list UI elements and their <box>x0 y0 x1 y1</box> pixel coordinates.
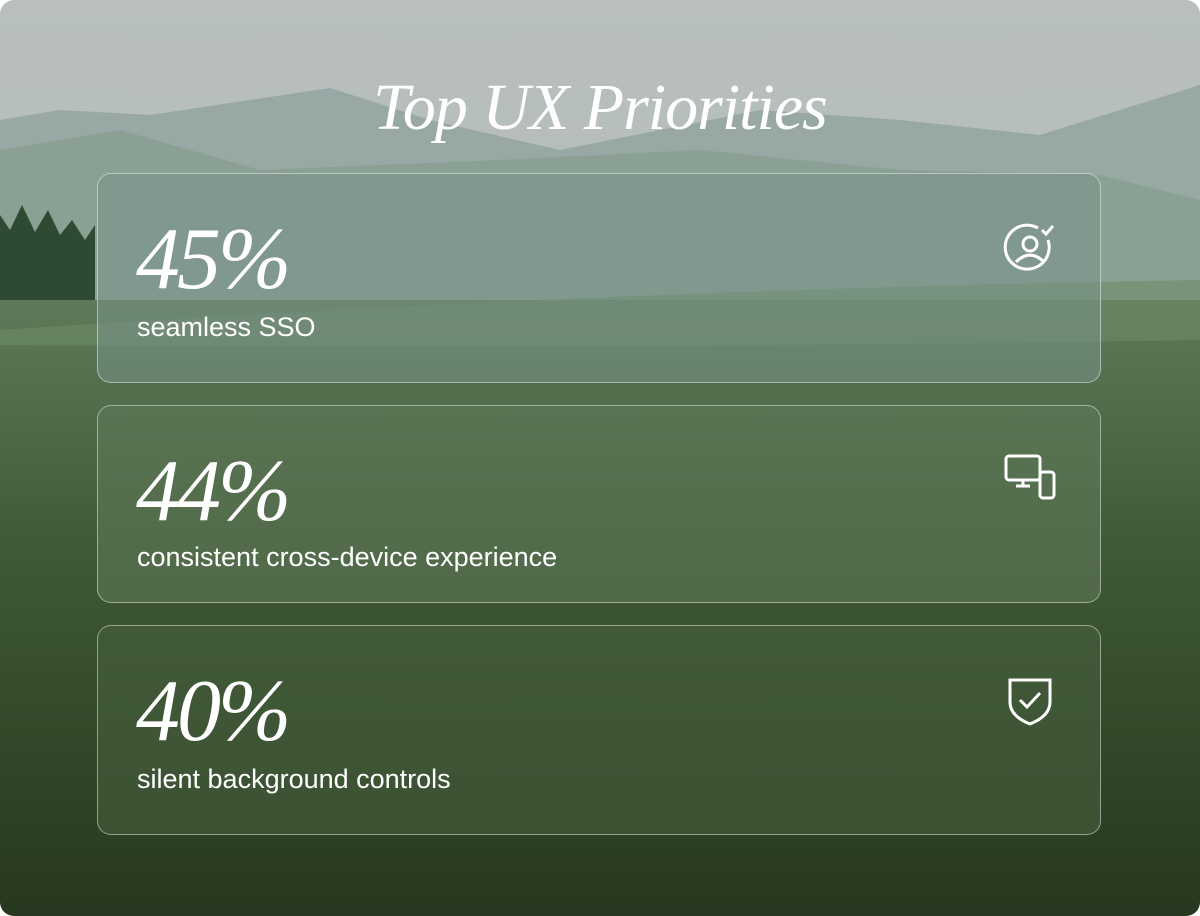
stat-card: 40% silent background controls <box>97 625 1101 835</box>
title: Top UX Priorities <box>373 71 828 144</box>
devices-icon <box>1004 454 1056 500</box>
shield-check-icon <box>1008 678 1052 726</box>
stat-value: 45% <box>136 211 291 308</box>
stat-label: consistent cross-device experience <box>137 542 558 572</box>
stat-label: silent background controls <box>137 764 451 794</box>
stat-card: 44% consistent cross-device experience <box>97 405 1101 603</box>
stat-label: seamless SSO <box>137 312 316 342</box>
stat-card: 45% seamless SSO <box>97 173 1101 383</box>
stat-value: 44% <box>136 443 291 540</box>
stat-value: 40% <box>136 663 291 760</box>
user-check-icon <box>1003 223 1055 271</box>
